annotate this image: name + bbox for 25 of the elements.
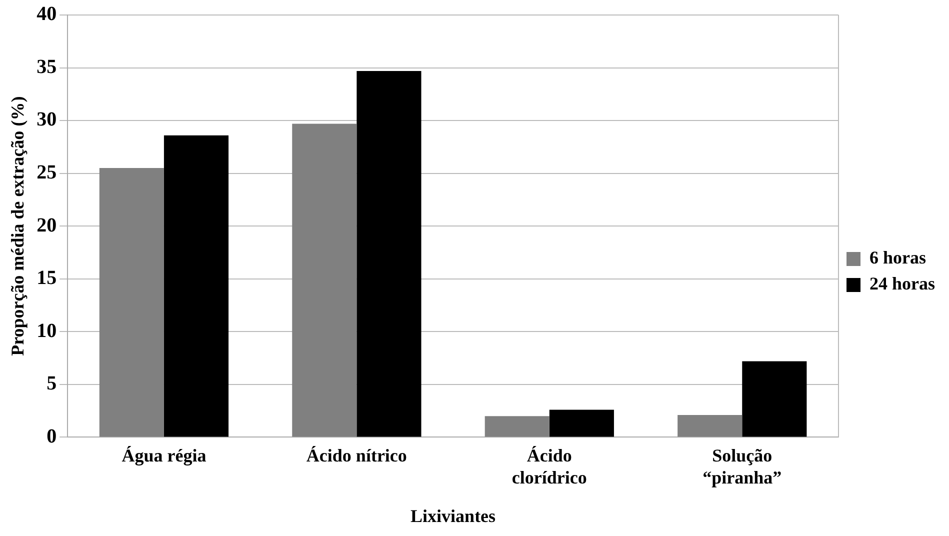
legend-label: 6 horas <box>869 248 926 268</box>
y-tick-label: 15 <box>36 267 57 290</box>
y-tick-label: 5 <box>46 372 57 395</box>
legend-label: 24 horas <box>869 274 936 294</box>
bar <box>484 416 550 437</box>
y-tick-label: 0 <box>46 425 57 448</box>
x-tick-label: Ácido nítrico <box>306 446 407 466</box>
bar <box>678 415 742 437</box>
bar <box>356 70 422 437</box>
y-tick-label: 25 <box>36 161 57 184</box>
x-tick-label: Ácido clorídrico <box>512 446 587 488</box>
y-tick-label: 20 <box>36 214 57 236</box>
x-tick-label: Água régia <box>122 446 206 466</box>
y-tick-label: 35 <box>36 56 57 78</box>
bar <box>164 135 229 437</box>
y-tick-label: 10 <box>36 320 57 342</box>
y-tick-label: 30 <box>36 108 57 131</box>
y-tick-label: 40 <box>36 3 57 26</box>
x-axis-title: Lixiviantes <box>410 506 496 526</box>
bar <box>742 361 807 437</box>
bar <box>292 124 357 437</box>
bar <box>549 410 614 437</box>
bar <box>99 168 164 437</box>
x-tick-label: Solução “piranha” <box>702 446 782 488</box>
y-axis-title: Proporção média de extração (%) <box>7 96 28 356</box>
